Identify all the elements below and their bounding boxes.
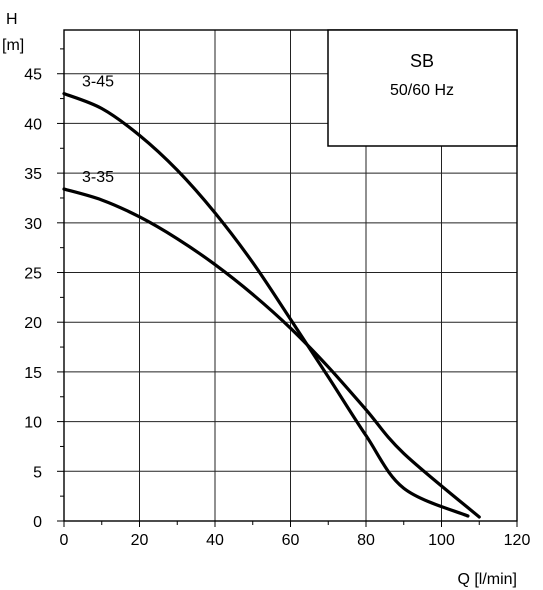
series-group [62, 92, 481, 519]
y-tick-label: 0 [33, 514, 42, 531]
legend-box-frame [327, 29, 518, 147]
x-tick-label: 60 [282, 532, 300, 549]
y-tick-label: 10 [24, 415, 42, 432]
series-line-3-35 [62, 187, 481, 519]
legend-box-subtitle: 50/60 Hz [390, 82, 454, 99]
y-tick-label: 35 [24, 166, 42, 183]
x-tick-label: 40 [206, 532, 224, 549]
tick-labels: 0 20 40 60 80 100 120 0 5 10 15 20 25 30 35 40 45 [24, 67, 530, 549]
y-tick-label: 5 [33, 464, 42, 481]
x-tick-label: 120 [504, 532, 531, 549]
y-axis-title: H [6, 11, 18, 28]
x-tick-label: 0 [60, 532, 69, 549]
y-tick-label: 20 [24, 315, 42, 332]
y-tick-label: 15 [24, 365, 42, 382]
series-labels: 3-45 3-35 [82, 74, 114, 186]
y-tick-label: 45 [24, 67, 42, 84]
series-line-3-45 [62, 92, 470, 518]
x-tick-label: 100 [428, 532, 455, 549]
y-tick-label: 25 [24, 266, 42, 283]
y-tick-label: 30 [24, 216, 42, 233]
legend-box: SB 50/60 Hz [327, 29, 518, 147]
x-tick-label: 20 [131, 532, 149, 549]
y-tick-label: 40 [24, 116, 42, 133]
series-label-3-35: 3-35 [82, 169, 114, 186]
x-axis-title: Q [l/min] [457, 571, 517, 588]
x-tick-label: 80 [357, 532, 375, 549]
axes [57, 29, 518, 527]
y-axis-unit: [m] [2, 37, 24, 54]
legend-box-title: SB [410, 51, 434, 71]
series-label-3-45: 3-45 [82, 74, 114, 91]
